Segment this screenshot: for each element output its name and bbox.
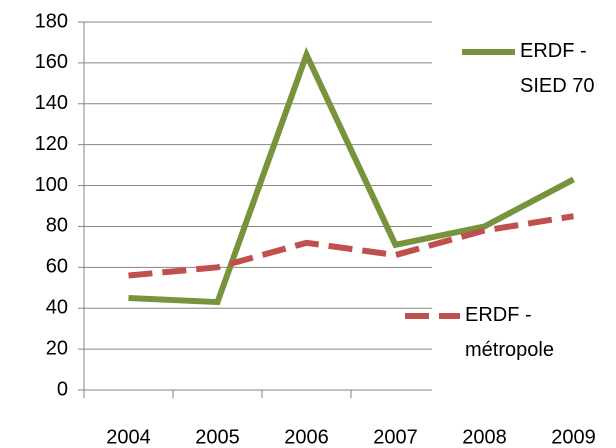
x-tick-label: 2009 [551,426,596,448]
y-tick-label: 20 [46,337,68,359]
y-tick-label: 160 [35,51,68,73]
y-tick-label: 180 [35,10,68,32]
y-tick-label: 0 [57,378,68,400]
series-line [128,46,575,306]
legend-label: ERDF - métropole [465,304,554,361]
y-tick-label: 60 [46,256,68,278]
x-tick-label: 2004 [106,426,151,448]
x-tick-label: 2007 [373,426,418,448]
x-tick-label: 2006 [284,426,329,448]
y-tick-label: 140 [35,92,68,114]
series-line [128,213,574,279]
legend-label: ERDF - SIED 70 [520,40,595,97]
x-tick-label: 2008 [462,426,507,448]
y-tick-label: 100 [35,174,68,196]
x-tick-label: 2005 [195,426,240,448]
y-tick-label: 80 [46,215,68,237]
y-tick-label: 120 [35,133,68,155]
y-tick-label: 40 [46,297,68,319]
